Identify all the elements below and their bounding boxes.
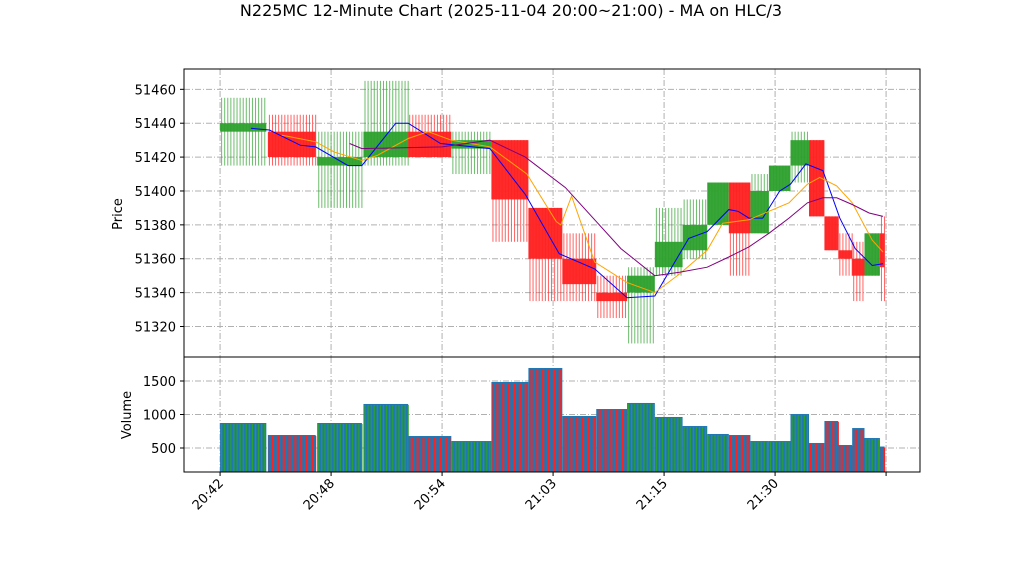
volume-bar [852,428,865,472]
candle-body [750,190,769,234]
price-tick-label: 51320 [135,321,176,336]
candle-body [220,123,267,132]
volume-bar-fill [750,441,769,472]
volume-bar [728,435,751,472]
candle-up [768,165,791,191]
volume-bar-fill [790,414,809,472]
candle-up [220,97,267,166]
volume-bar [808,442,825,472]
price-panel: 51320 51340 51360 51380 51400 51420 51440 51460 [135,68,921,358]
candle-up [627,267,655,344]
volume-axis-label: Volume [120,391,135,439]
volume-tick-label: 1500 [143,375,176,390]
candle-body [562,258,597,285]
price-tick-label: 51340 [135,287,176,302]
volume-bar [451,441,492,472]
candle-body [654,241,683,268]
volume-bar [562,415,597,472]
candle-up [750,174,769,234]
candle-down [596,275,628,319]
price-tick-label: 51380 [135,219,176,234]
candle-up [790,131,809,183]
price-tick-label: 51460 [135,83,176,98]
volume-bar [707,434,729,472]
candle-body [824,216,839,251]
volume-panel: 20:42 20:48 20:54 21:03 21:15 21:30 500 1000 150… [143,356,921,513]
volume-bar [596,409,628,472]
candle-body [707,182,729,225]
candle-down [838,233,853,276]
candle-down [808,140,825,217]
x-tick-label: 20:48 [301,476,338,513]
volume-bar-fill [879,446,885,472]
candle-body [790,140,809,166]
ma-line-ma-short [250,122,884,299]
candle-body [627,275,655,293]
price-tick-label: 51360 [135,253,176,268]
volume-tick-label: 500 [151,442,176,457]
candle-body [852,258,865,276]
candle-body [682,224,708,251]
candle-up [363,80,409,166]
volume-bar [879,446,886,472]
volume-bar [824,421,839,472]
volume-bar-fill [682,426,708,472]
volume-bar [220,423,267,472]
candle-body [728,182,751,234]
volume-bar [654,416,683,472]
volume-bar [627,402,655,472]
candle-body [451,140,492,149]
x-tick-label: 21:03 [523,476,560,513]
volume-bar-fill [852,428,865,472]
volume-bar [408,436,452,472]
volume-bar [790,414,809,472]
volume-bar [491,381,529,472]
ma-line-ma-long [349,139,884,277]
price-axis-label: Price [111,198,126,230]
volume-tick-label: 1000 [143,409,176,424]
price-tick-label: 51420 [135,151,176,166]
candle-down [562,233,597,302]
candle-down [824,216,839,251]
candle-down [879,216,886,302]
candle-body [267,131,316,158]
candle-down [852,241,865,302]
volume-bar [317,423,363,472]
x-tick-label: 20:54 [412,476,449,513]
candle-up [317,131,363,208]
volume-bar [838,444,853,472]
price-tick-label: 51440 [135,117,176,132]
volume-bar-fill [491,381,529,472]
candle-down [728,182,751,276]
chart-title: N225MC 12-Minute Chart (2025-11-04 20:00… [240,1,782,20]
volume-bar-fill [408,436,452,472]
candle-up [707,182,729,225]
volume-bar [267,435,317,472]
candle-body [838,250,853,259]
price-tick-label: 51400 [135,185,176,200]
candle-up [451,131,492,175]
volume-bar [750,441,769,472]
candle-body [596,292,628,302]
candle-up [682,199,708,259]
volume-bar [363,403,409,472]
candle-body [808,140,825,217]
candle-body [879,233,885,268]
candle-body [768,165,791,191]
volume-bar [864,438,880,472]
x-tick-label: 21:30 [745,476,782,513]
volume-bar [682,426,708,472]
candle-up [654,207,683,276]
volume-bar [528,367,563,472]
x-tick-label: 21:15 [634,476,671,513]
volume-bar [768,441,791,472]
x-tick-label: 20:42 [190,476,227,513]
volume-plot-frame [183,356,921,473]
candle-body [317,157,362,166]
ma-line-ma-mid [281,131,884,294]
